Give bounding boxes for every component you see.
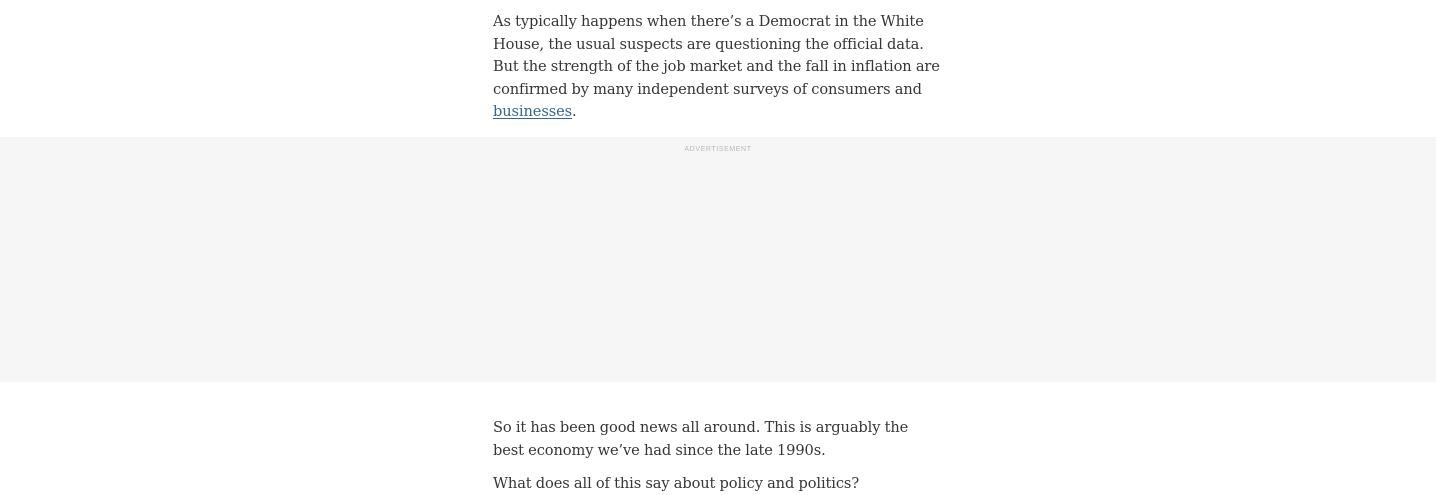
businesses-link[interactable]: businesses xyxy=(493,103,573,121)
article-paragraph-2: So it has been good news all around. Thi… xyxy=(493,417,943,462)
advertisement-slot: ADVERTISEMENT xyxy=(0,137,1436,382)
paragraph-text-after-link: . xyxy=(572,103,577,121)
advertisement-label: ADVERTISEMENT xyxy=(684,146,752,153)
paragraph-text: So it has been good news all around. Thi… xyxy=(493,419,909,459)
article-paragraph-3: What does all of this say about policy a… xyxy=(493,473,943,495)
paragraph-text: As typically happens when there’s a Demo… xyxy=(493,11,943,124)
paragraph-text-before-link: As typically happens when there’s a Demo… xyxy=(493,13,940,98)
article-paragraph-1: As typically happens when there’s a Demo… xyxy=(493,11,943,124)
paragraph-text: What does all of this say about policy a… xyxy=(493,475,860,492)
